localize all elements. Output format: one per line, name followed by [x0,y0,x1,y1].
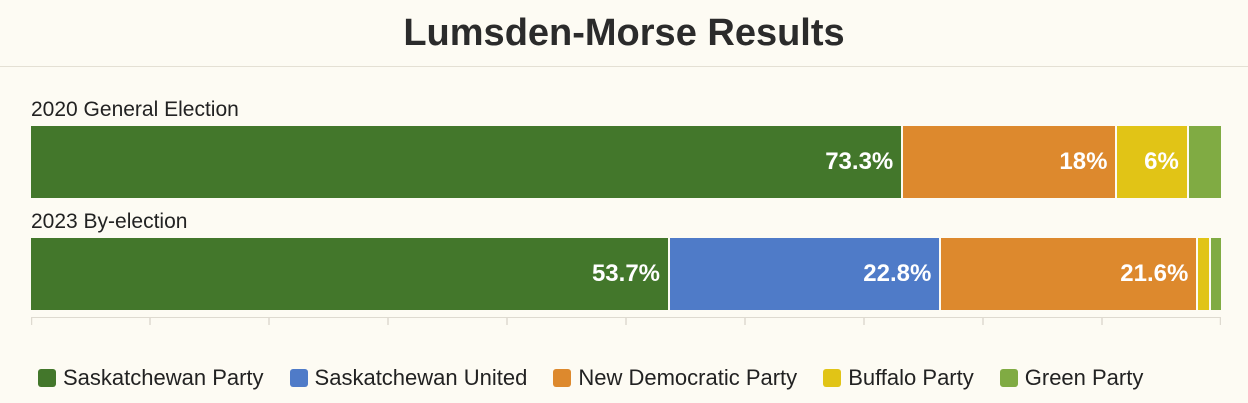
bar-segment-green-party [1188,126,1221,198]
data-label: 53.7% [591,260,661,287]
bar-segment-buffalo-party: 6% [1117,126,1189,198]
legend-item-buffalo-party: Buffalo Party [823,365,974,391]
legend-label: Green Party [1024,365,1144,390]
x-axis [31,317,1221,325]
legend-label: New Democratic Party [578,365,798,390]
bar-segment-buffalo-party [1198,238,1212,310]
legend-swatch [38,369,56,387]
legend-swatch [289,369,308,387]
legend-swatch [553,369,572,387]
legend-swatch [823,369,842,387]
bar-2023-by-election: 53.7% 22.8% 21.6% [31,238,1221,310]
legend-swatch [999,369,1018,387]
bar-segment-new-democratic-party: 21.6% [941,238,1199,310]
legend-item-green-party: Green Party [999,365,1144,391]
bar-segment-saskatchewan-united: 22.8% [670,238,942,310]
bar-segment-green-party [1211,238,1221,310]
legend-item-saskatchewan-united: Saskatchewan United [289,365,528,391]
data-label: 73.3% [825,148,894,175]
row-label-2020: 2020 General Election [31,98,239,121]
legend-label: Saskatchewan Party [63,365,264,390]
row-label-2023: 2023 By-election [31,210,188,233]
bar-segment-saskatchewan-party: 73.3% [31,126,904,198]
data-label: 21.6% [1120,260,1189,287]
legend: Saskatchewan Party Saskatchewan United New… [38,363,1169,393]
data-label: 22.8% [863,260,932,287]
legend-item-new-democratic-party: New Democratic Party [553,365,797,391]
bar-2020-general-election: 73.3% 18% 6% [31,126,1221,198]
data-label: 6% [1144,148,1179,175]
legend-item-saskatchewan-party: Saskatchewan Party [38,365,264,391]
bar-segment-new-democratic-party: 18% [903,126,1118,198]
data-label: 18% [1059,148,1108,175]
bar-segment-saskatchewan-party: 53.7% [31,238,671,310]
chart-title: Lumsden-Morse Results [0,0,1248,67]
legend-label: Buffalo Party [848,365,974,390]
legend-label: Saskatchewan United [314,365,528,390]
